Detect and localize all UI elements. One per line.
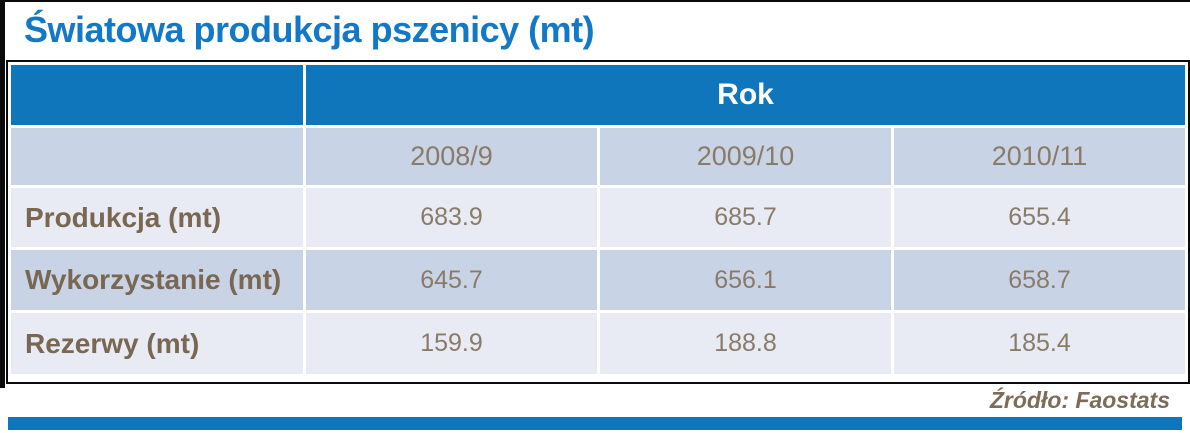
row-label-wykorzystanie: Wykorzystanie (mt)	[11, 250, 303, 310]
left-border-line	[0, 0, 5, 388]
column-header-year-2: 2009/10	[600, 128, 891, 185]
column-header-year-1: 2008/9	[306, 128, 597, 185]
column-header-year-3: 2010/11	[894, 128, 1185, 185]
table-cell-wykorzystanie-2008: 645.7	[306, 250, 597, 310]
table-cell-produkcja-2008: 683.9	[306, 188, 597, 247]
table-cell-rezerwy-2009: 188.8	[600, 313, 891, 374]
source-note: Źródło: Faostats	[989, 387, 1170, 413]
table-corner-cell	[11, 65, 303, 125]
table-cell-rezerwy-2008: 159.9	[306, 313, 597, 374]
table-cell-produkcja-2009: 685.7	[600, 188, 891, 247]
table-cell-produkcja-2010: 655.4	[894, 188, 1185, 247]
table-cell-wykorzystanie-2010: 658.7	[894, 250, 1185, 310]
bottom-accent-bar	[8, 417, 1182, 430]
top-border-line	[0, 0, 1190, 2]
page-title: Światowa produkcja pszenicy (mt)	[24, 9, 595, 50]
row-label-produkcja: Produkcja (mt)	[11, 188, 303, 247]
year-group-header: Rok	[306, 65, 1185, 125]
wheat-production-table: Rok 2008/9 2009/10 2010/11 Produkcja (mt…	[6, 60, 1190, 384]
row-label-rezerwy: Rezerwy (mt)	[11, 313, 303, 374]
table-cell-wykorzystanie-2009: 656.1	[600, 250, 891, 310]
empty-label-header-cell	[11, 128, 303, 185]
table-cell-rezerwy-2010: 185.4	[894, 313, 1185, 374]
